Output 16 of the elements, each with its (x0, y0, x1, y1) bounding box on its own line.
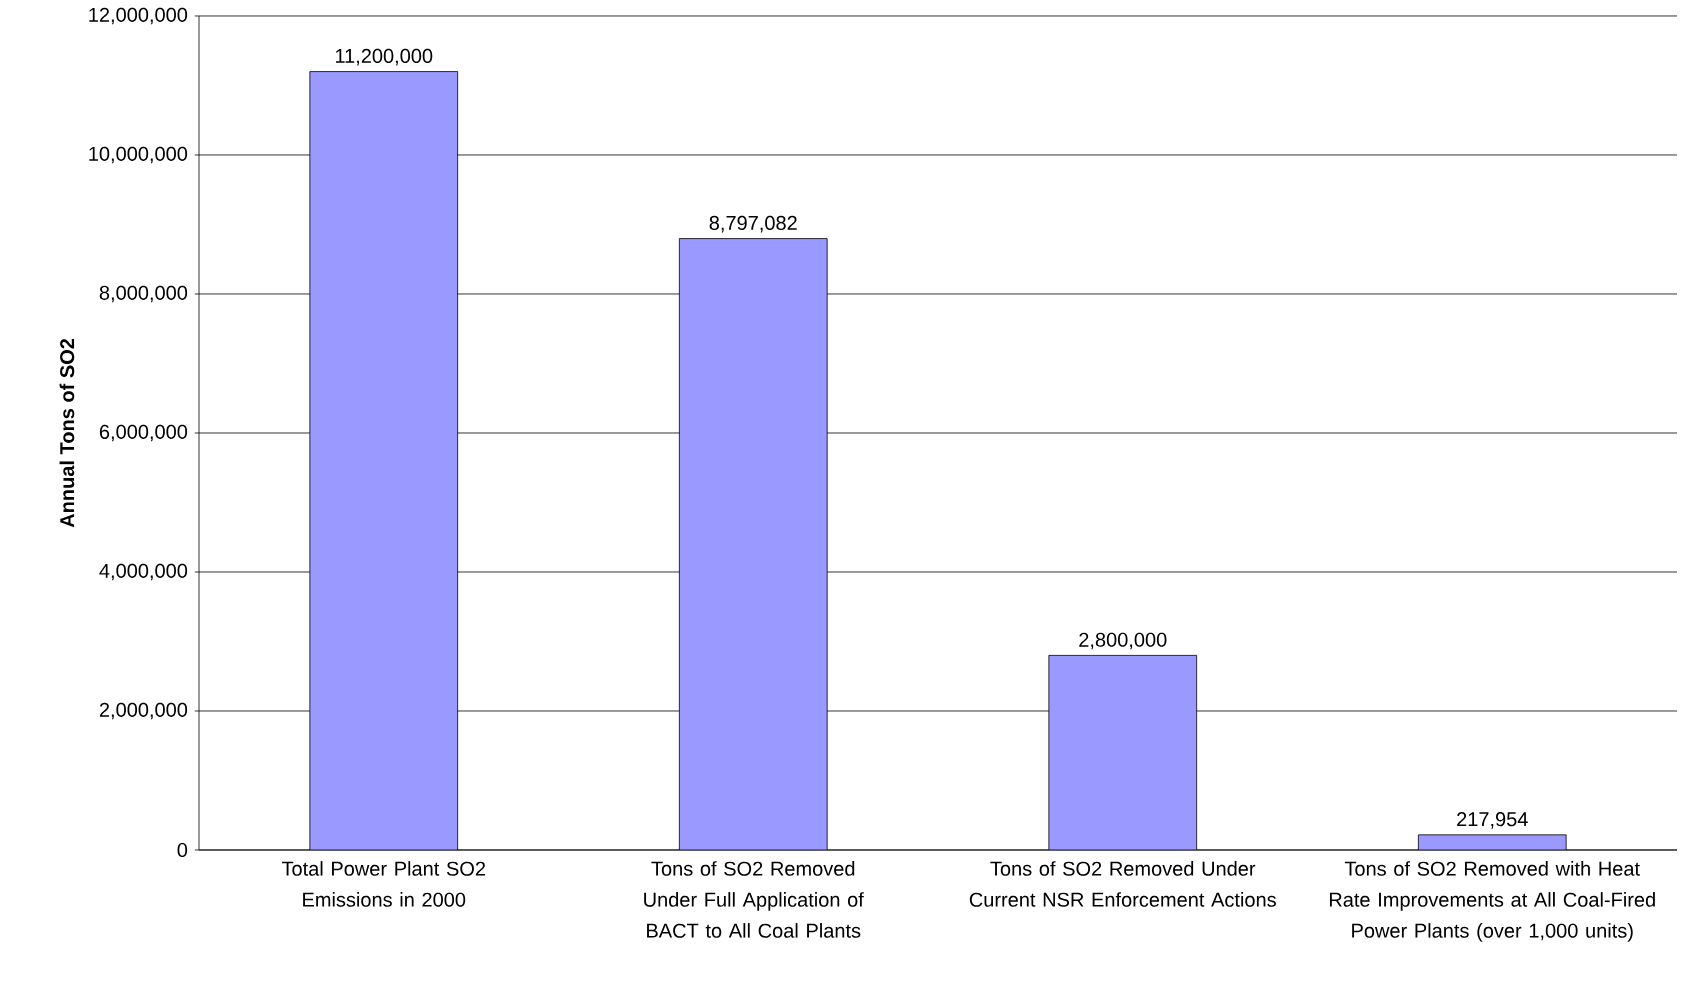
data-label: 217,954 (1457, 812, 1528, 829)
x-tick-label: Total Power Plant SO2 Emissions in 2000 (281, 861, 486, 907)
y-tick-label: 10,000,000 (89, 146, 188, 164)
y-tick-label: 6,000,000 (99, 424, 188, 442)
data-label: 2,800,000 (1079, 632, 1167, 650)
data-label: 11,200,000 (335, 48, 433, 66)
x-tick-label: Tons of SO2 Removed with Heat Rate Improvements at All Coal-Fired Power Plants (over 1,000 units) (1329, 861, 1655, 942)
y-axis-title: Annual Tons of SO2 (59, 338, 75, 528)
y-tick-label: 2,000,000 (99, 702, 188, 720)
x-tick-label: Tons of SO2 Removed Under Full Application of BACT to All Coal Plants (644, 861, 864, 938)
data-label: 8,797,082 (709, 215, 797, 233)
y-tick-label: 8,000,000 (99, 285, 188, 303)
x-tick-label: Tons of SO2 Removed Under Current NSR Enforcement Actions (969, 861, 1276, 907)
y-tick-label: 12,000,000 (89, 7, 188, 25)
y-tick-label: 4,000,000 (99, 563, 188, 581)
y-tick-label: 0 (177, 842, 188, 858)
